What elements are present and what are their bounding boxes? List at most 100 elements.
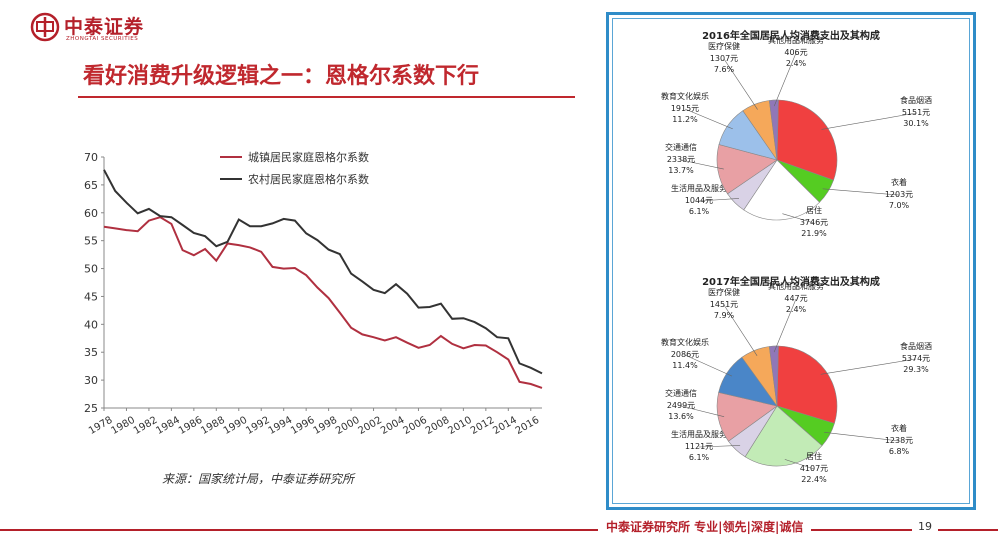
- pie-slice: [776, 99, 838, 181]
- y-tick-label: 65: [84, 179, 98, 192]
- footer-tagline: 中泰证券研究所 专业|领先|深度|诚信: [598, 518, 812, 535]
- pie-leader-line: [723, 58, 758, 110]
- pie-slice-percent: 6.1%: [689, 207, 710, 216]
- logo-subtext: ZHONGTAI SECURITIES: [66, 36, 139, 42]
- pie-panel-inner-border: [612, 18, 970, 504]
- pie-slice-label: 医疗保健: [708, 287, 740, 297]
- y-tick-label: 35: [84, 346, 98, 359]
- pie-title: 2016年全国居民人均消费支出及其构成: [702, 29, 880, 42]
- y-tick-label: 70: [84, 151, 98, 164]
- pie-leader-line: [773, 52, 797, 107]
- pie-charts-panel: 2016年全国居民人均消费支出及其构成食品烟酒 5151元 30.1% 衣着 1203元…: [606, 12, 976, 510]
- y-tick-label: 45: [84, 290, 98, 303]
- pie-slice-percent: 7.0%: [889, 201, 910, 210]
- pie-slice-amount: 1307元: [710, 54, 738, 63]
- y-tick-label: 55: [84, 235, 98, 248]
- pie-slice-amount: 5374元: [902, 354, 930, 363]
- pie-slice-amount: 1044元: [685, 196, 713, 205]
- y-tick-label: 50: [84, 263, 98, 276]
- y-tick-label: 30: [84, 374, 98, 387]
- pie-leader-line: [784, 459, 815, 470]
- pie-slice-amount: 1451元: [710, 300, 738, 309]
- pie-slice: [768, 99, 779, 161]
- pie-slice-percent: 11.2%: [672, 115, 698, 124]
- pie-slice-amount: 2499元: [667, 401, 695, 410]
- footer-rule: [0, 529, 998, 531]
- pie-slice-label: 其他用品和服务: [768, 281, 824, 291]
- pie-slice-amount: 2338元: [667, 155, 695, 164]
- pie-slice-percent: 6.1%: [689, 453, 710, 462]
- pie-slice-percent: 11.4%: [672, 361, 698, 370]
- logo-text: 中泰证券: [64, 16, 145, 38]
- pie-slice-label: 食品烟酒: [900, 95, 932, 105]
- pie-leader-line: [684, 108, 733, 130]
- x-tick-label: 2016: [514, 415, 542, 437]
- pie-slice-label: 医疗保健: [708, 41, 740, 51]
- series-line-0: [103, 216, 543, 389]
- pie-slice-amount: 4107元: [800, 464, 828, 473]
- pie-slice-label: 教育文化娱乐: [661, 337, 709, 347]
- pie-leader-line: [822, 188, 900, 196]
- pie-slice-percent: 21.9%: [801, 229, 827, 238]
- pie-slice-amount: 1915元: [671, 104, 699, 113]
- pie-leader-line: [824, 432, 900, 442]
- pie-slice-percent: 2.4%: [786, 305, 807, 314]
- pie-slice-label: 居住: [806, 205, 822, 215]
- pie-slice-label: 衣着: [891, 177, 907, 187]
- pie-slice-label: 交通通信: [665, 388, 697, 398]
- pie-slice-label: 其他用品和服务: [768, 35, 824, 45]
- pie-slice-percent: 22.4%: [801, 475, 827, 484]
- source-note: 来源：国家统计局，中泰证券研究所: [162, 472, 355, 486]
- pie-slice-label: 教育文化娱乐: [661, 91, 709, 101]
- pie-slice: [743, 159, 820, 221]
- pie-slice-amount: 1203元: [885, 190, 913, 199]
- pie-slice-label: 衣着: [891, 423, 907, 433]
- page-title: 看好消费升级逻辑之一：恩格尔系数下行: [83, 64, 480, 89]
- pie-leader-line: [723, 304, 758, 356]
- pie-leader-line: [821, 112, 917, 130]
- pie-slice-percent: 30.1%: [903, 119, 929, 128]
- pie-slice: [744, 405, 823, 467]
- y-tick-label: 25: [84, 402, 98, 415]
- pie-slice-percent: 7.9%: [714, 311, 735, 320]
- pie-slice-amount: 406元: [784, 48, 807, 57]
- pie-slice-amount: 5151元: [902, 108, 930, 117]
- pie-slice-amount: 1238元: [885, 436, 913, 445]
- pie-leader-line: [698, 445, 741, 448]
- pie-slice: [768, 345, 779, 407]
- pie-slice-percent: 6.8%: [889, 447, 910, 456]
- series-line-1: [103, 169, 543, 375]
- pie-title: 2017年全国居民人均消费支出及其构成: [702, 275, 880, 288]
- pie-slice-label: 生活用品及服务: [671, 183, 727, 193]
- pie-leader-line: [684, 354, 733, 377]
- engel-coefficient-line-chart: 7065605550454035302519781980198219841986…: [84, 150, 543, 437]
- pie-slice: [776, 345, 838, 424]
- pie-slice-percent: 29.3%: [903, 365, 929, 374]
- pie-slice-percent: 2.4%: [786, 59, 807, 68]
- pie-slice-amount: 3746元: [800, 218, 828, 227]
- y-tick-label: 60: [84, 207, 98, 220]
- pie-slice-amount: 1121元: [685, 442, 713, 451]
- pie-slice-percent: 7.6%: [714, 65, 735, 74]
- pie-slice-label: 交通通信: [665, 142, 697, 152]
- pie-slice-percent: 13.7%: [668, 166, 694, 175]
- pie-slice-amount: 447元: [784, 294, 807, 303]
- pie-leader-line: [782, 213, 815, 224]
- page-number: 19: [912, 520, 938, 533]
- title-underline: [78, 96, 575, 98]
- pie-leader-line: [698, 198, 740, 202]
- pie-leader-line: [680, 405, 725, 417]
- pie-leader-line: [773, 298, 797, 353]
- legend-label: 城镇居民家庭恩格尔系数: [248, 150, 369, 164]
- y-tick-label: 40: [84, 318, 98, 331]
- logo-mark-icon: [30, 12, 60, 42]
- pie-slice-label: 居住: [806, 451, 822, 461]
- pie-slice-label: 食品烟酒: [900, 341, 932, 351]
- pie-leader-line: [820, 358, 917, 375]
- pie-leader-line: [680, 159, 724, 170]
- pie-slice-percent: 13.6%: [668, 412, 694, 421]
- pie-slice-amount: 2086元: [671, 350, 699, 359]
- legend-label: 农村居民家庭恩格尔系数: [248, 172, 369, 186]
